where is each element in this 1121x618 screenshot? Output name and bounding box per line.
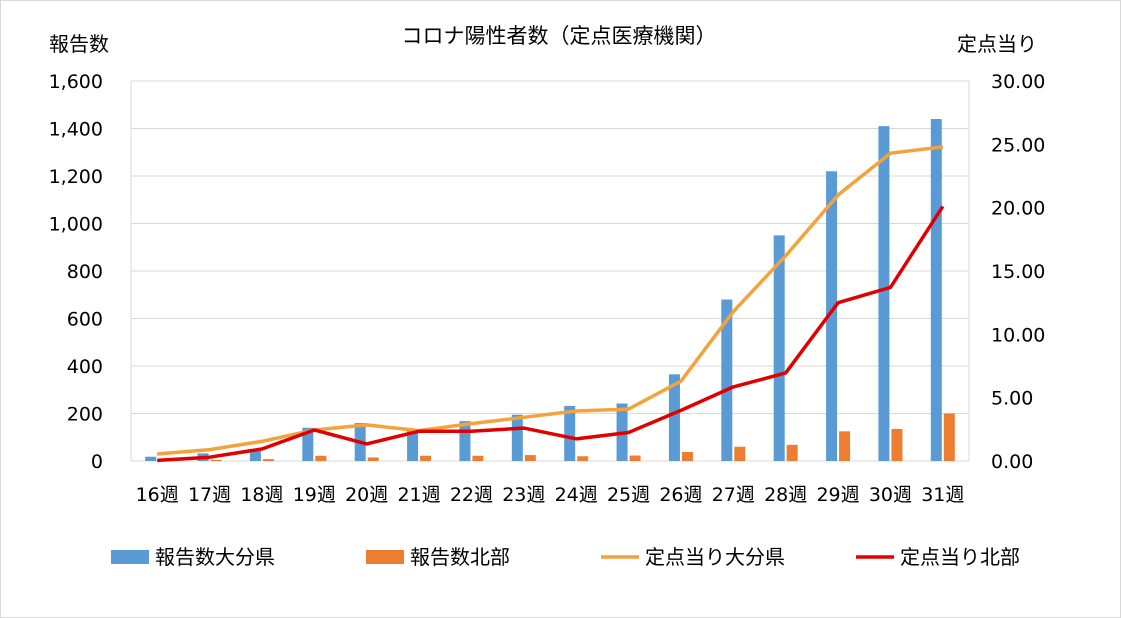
x-tick-label: 25週 — [607, 484, 650, 506]
bar — [367, 457, 379, 461]
y2-tick-label: 25.00 — [991, 134, 1045, 156]
x-tick-label: 22週 — [450, 484, 493, 506]
bars — [145, 119, 955, 461]
bar — [262, 459, 274, 461]
y-tick-label: 200 — [67, 404, 103, 426]
series-line — [157, 145, 944, 456]
bar — [891, 428, 903, 461]
legend-label: 報告数北部 — [410, 545, 510, 569]
chart-title: コロナ陽性者数（定点医療機関） — [402, 24, 717, 48]
y2-tick-label: 15.00 — [991, 261, 1045, 283]
bar — [681, 451, 693, 461]
x-tick-label: 24週 — [555, 484, 598, 506]
bar — [786, 444, 798, 461]
bar — [524, 455, 536, 461]
x-tick-label: 18週 — [240, 484, 283, 506]
x-tick-label: 21週 — [397, 484, 440, 506]
y-tick-label: 1,000 — [49, 214, 103, 236]
bar — [878, 126, 890, 461]
y2-tick-label: 5.00 — [991, 388, 1033, 410]
bar — [629, 455, 641, 461]
y2-tick-label: 10.00 — [991, 324, 1045, 346]
x-tick-label: 30週 — [869, 484, 912, 506]
bar — [249, 449, 261, 461]
bar — [511, 414, 523, 461]
y-tick-label: 600 — [67, 309, 103, 331]
bar — [420, 455, 432, 461]
gridlines — [130, 80, 970, 462]
x-tick-label: 26週 — [659, 484, 702, 506]
bar — [145, 456, 157, 461]
bar — [472, 455, 484, 461]
y-tick-label: 0 — [91, 451, 103, 473]
bar — [734, 446, 746, 461]
bar — [459, 421, 471, 461]
legend: 報告数大分県 報告数北部 定点当り大分県 定点当り北部 — [111, 545, 1020, 569]
bar — [577, 456, 589, 461]
x-tick-label: 20週 — [345, 484, 388, 506]
bar — [315, 455, 327, 461]
x-tick-label: 19週 — [293, 484, 336, 506]
y-tick-label: 800 — [67, 261, 103, 283]
y2-tick-labels: 0.00 5.00 10.00 15.00 20.00 25.00 30.00 — [991, 71, 1045, 473]
lines — [157, 145, 945, 463]
y2-tick-label: 0.00 — [991, 451, 1033, 473]
y2-tick-label: 30.00 — [991, 71, 1045, 93]
x-tick-label: 28週 — [764, 484, 807, 506]
bar — [839, 431, 851, 461]
y-tick-label: 400 — [67, 356, 103, 378]
x-tick-label: 23週 — [502, 484, 545, 506]
bar — [668, 374, 680, 461]
bar — [826, 171, 838, 461]
x-tick-labels: 16週 17週 18週 19週 20週 21週 22週 23週 24週 25週 26週 27週 28週 2… — [136, 484, 965, 506]
y2-axis-label: 定点当り — [957, 32, 1037, 56]
bar — [564, 405, 576, 461]
bar — [930, 119, 942, 461]
y2-tick-label: 20.00 — [991, 198, 1045, 220]
y-tick-label: 1,400 — [49, 119, 103, 141]
x-tick-label: 31週 — [921, 484, 964, 506]
x-tick-label: 27週 — [712, 484, 755, 506]
legend-label: 報告数大分県 — [155, 545, 275, 569]
legend-label: 定点当り大分県 — [645, 545, 785, 569]
y-tick-labels: 0 200 400 600 800 1,000 1,200 1,400 1,600 — [49, 71, 103, 473]
bar — [773, 235, 785, 461]
bar — [721, 299, 733, 461]
legend-label: 定点当り北部 — [900, 545, 1020, 569]
x-tick-label: 17週 — [188, 484, 231, 506]
bar — [943, 413, 955, 461]
legend-swatch — [111, 550, 149, 564]
x-tick-label: 16週 — [136, 484, 179, 506]
series-line — [157, 205, 945, 463]
legend-swatch — [366, 550, 404, 564]
y-axis-label: 報告数 — [49, 32, 109, 56]
bar — [302, 427, 314, 461]
y-tick-label: 1,600 — [49, 71, 103, 93]
bar — [210, 459, 222, 461]
y-tick-label: 1,200 — [49, 166, 103, 188]
x-tick-label: 29週 — [816, 484, 859, 506]
bar — [407, 430, 419, 461]
